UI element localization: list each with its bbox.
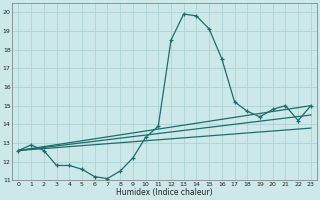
X-axis label: Humidex (Indice chaleur): Humidex (Indice chaleur)	[116, 188, 213, 197]
